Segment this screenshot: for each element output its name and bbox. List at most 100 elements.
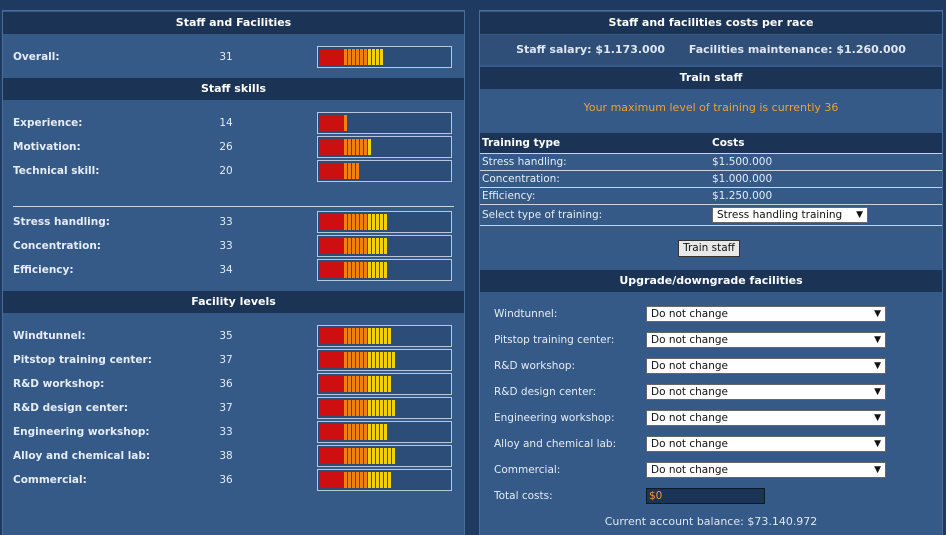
level-segment	[352, 262, 355, 278]
level-segment	[376, 262, 379, 278]
dropdown-arrow-icon: ▼	[874, 465, 881, 475]
concentration-value: 33	[219, 240, 233, 252]
level-segment	[344, 352, 347, 368]
motivation-label: Motivation:	[13, 141, 81, 153]
level-segment	[352, 214, 355, 230]
level-segment	[360, 400, 363, 416]
upgrade-select-commercial[interactable]: Do not change ▼	[646, 462, 886, 478]
stress-handling-label: Stress handling:	[13, 216, 110, 228]
level-segment	[388, 472, 391, 488]
level-segment	[356, 376, 359, 392]
level-segment	[372, 352, 375, 368]
level-segment	[380, 448, 383, 464]
col-training-type: Training type	[480, 133, 710, 154]
upgrade-select-randd-workshop[interactable]: Do not change ▼	[646, 358, 886, 374]
level-segment	[372, 472, 375, 488]
level-segment	[384, 448, 387, 464]
level-segment	[356, 400, 359, 416]
level-segment	[360, 262, 363, 278]
upgrade-select-alloy-and-chemical-lab[interactable]: Do not change ▼	[646, 436, 886, 452]
level-segment	[340, 163, 343, 179]
experience-value: 14	[219, 117, 233, 129]
level-segment	[328, 472, 331, 488]
randd-design-center-row: R&D design center: 37	[3, 396, 464, 420]
level-segment	[328, 214, 331, 230]
level-segment	[332, 115, 335, 131]
commercial-level-bar	[317, 469, 452, 491]
level-segment	[324, 400, 327, 416]
randd-workshop-row: R&D workshop: 36	[3, 372, 464, 396]
level-segment	[320, 424, 323, 440]
level-segment	[368, 472, 371, 488]
max-training-notice: Your maximum level of training is curren…	[583, 101, 839, 114]
level-segment	[368, 238, 371, 254]
level-segment	[380, 262, 383, 278]
level-segment	[320, 262, 323, 278]
level-segment	[332, 139, 335, 155]
concentration-label: Concentration:	[13, 240, 102, 252]
level-segment	[352, 328, 355, 344]
level-segment	[376, 352, 379, 368]
col-costs: Costs	[710, 133, 942, 154]
level-segment	[384, 400, 387, 416]
dropdown-arrow-icon: ▼	[874, 413, 881, 423]
level-segment	[380, 49, 383, 65]
upgrade-row-windtunnel: Windtunnel: Do not change ▼	[480, 305, 942, 323]
level-segment	[336, 352, 339, 368]
upgrade-select-engineering-workshop[interactable]: Do not change ▼	[646, 410, 886, 426]
level-segment	[320, 238, 323, 254]
level-segment	[344, 376, 347, 392]
level-segment	[340, 448, 343, 464]
engineering-workshop-level-bar	[317, 421, 452, 443]
efficiency-level-bar	[317, 259, 452, 281]
level-segment	[376, 328, 379, 344]
level-segment	[324, 472, 327, 488]
level-segment	[344, 238, 347, 254]
level-segment	[348, 448, 351, 464]
level-segment	[364, 400, 367, 416]
table-row: Stress handling: $1.500.000	[480, 153, 942, 171]
commercial-label: Commercial:	[13, 474, 87, 486]
level-segment	[332, 424, 335, 440]
table-row: Select type of training: Stress handling…	[480, 204, 942, 226]
level-segment	[368, 400, 371, 416]
training-select-cell: Stress handling training ▼	[710, 204, 942, 226]
level-segment	[328, 262, 331, 278]
training-cost-cell: $1.250.000	[710, 187, 942, 205]
overall-row: Overall: 31	[3, 45, 464, 69]
level-segment	[356, 352, 359, 368]
windtunnel-label: Windtunnel:	[13, 330, 86, 342]
level-segment	[372, 328, 375, 344]
level-segment	[364, 352, 367, 368]
dropdown-arrow-icon: ▼	[856, 209, 863, 220]
level-segment	[344, 262, 347, 278]
level-segment	[368, 448, 371, 464]
level-segment	[376, 376, 379, 392]
level-segment	[340, 214, 343, 230]
level-segment	[328, 163, 331, 179]
train-staff-header: Train staff	[480, 67, 942, 89]
training-type-cell: Stress handling:	[480, 153, 710, 171]
windtunnel-value: 35	[219, 330, 233, 342]
level-segment	[324, 163, 327, 179]
training-type-select[interactable]: Stress handling training ▼	[712, 206, 868, 223]
level-segment	[348, 352, 351, 368]
level-segment	[328, 376, 331, 392]
level-segment	[380, 214, 383, 230]
train-staff-button[interactable]: Train staff	[678, 240, 740, 257]
level-segment	[384, 376, 387, 392]
level-segment	[324, 262, 327, 278]
upgrade-select-value: Do not change	[651, 464, 729, 476]
upgrade-select-windtunnel[interactable]: Do not change ▼	[646, 306, 886, 322]
upgrade-label-randd-workshop: R&D workshop:	[494, 360, 576, 372]
level-segment	[332, 163, 335, 179]
level-segment	[364, 214, 367, 230]
level-segment	[328, 400, 331, 416]
level-segment	[348, 214, 351, 230]
total-costs-field[interactable]: $0	[646, 488, 765, 504]
level-segment	[320, 448, 323, 464]
upgrade-select-pitstop-training-center[interactable]: Do not change ▼	[646, 332, 886, 348]
level-segment	[352, 376, 355, 392]
upgrade-select-randd-design-center[interactable]: Do not change ▼	[646, 384, 886, 400]
level-segment	[368, 352, 371, 368]
